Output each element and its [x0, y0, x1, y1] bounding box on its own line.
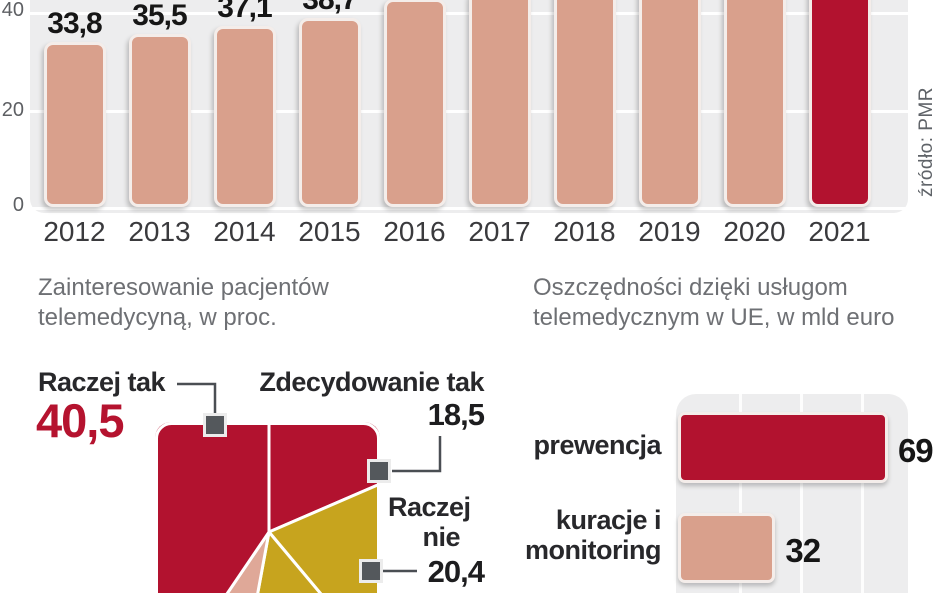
x-axis-label-2018: 2018 [553, 216, 616, 247]
bar-2018 [553, 0, 616, 207]
pie-border [155, 422, 380, 593]
right-section-title-line1: Oszczędności dzięki usługom [533, 274, 848, 301]
pie-value-raczej-tak: 40,5 [36, 394, 124, 447]
top-chart-y-axis: 0 20 40 [0, 0, 30, 230]
bar-2021 [808, 0, 871, 207]
right-chart-gridline-60 [860, 394, 864, 593]
bar-value-label-2015: 38,7 [287, 0, 372, 17]
y-tick-label-20: 20 [1, 99, 24, 121]
callout-line-zdecydowanie-tak [392, 436, 442, 473]
x-axis-label-2019: 2019 [638, 216, 701, 247]
left-section-title-line1: Zainteresowanie pacjentów [38, 274, 329, 301]
x-axis-label-2021: 2021 [808, 216, 871, 247]
bar-2017 [468, 0, 531, 207]
right-chart-gridline-20 [738, 394, 742, 593]
x-axis-label-2013: 2013 [128, 216, 191, 247]
square-pie-chart [155, 382, 442, 593]
pie-label-zdecydowanie-tak: Zdecydowanie tak [259, 367, 484, 397]
pie-slices [155, 422, 380, 593]
left-section-title-line2: telemedycyną, w proc. [38, 304, 277, 331]
callout-marker-raczej-nie [359, 559, 383, 583]
hbar-kuracje [678, 513, 776, 583]
x-axis-label-2012: 2012 [43, 216, 106, 247]
callout-marker-raczej-tak [203, 413, 227, 437]
x-axis-label-2017: 2017 [468, 216, 531, 247]
hbar-prewencja [678, 412, 888, 483]
bar-value-label-2014: 37,1 [217, 0, 272, 25]
y-tick-label-0: 0 [12, 194, 24, 216]
bar-value-label-2012: 33,8 [47, 7, 102, 41]
pie-value-raczej-nie: 20,4 [427, 554, 485, 589]
x-axis-label-2020: 2020 [723, 216, 786, 247]
pie-label-raczej-nie: Raczej nie [388, 492, 471, 552]
x-axis-label-2016: 2016 [383, 216, 446, 247]
bar-2014 [213, 26, 276, 207]
pie-slice-raczej-nie [267, 482, 380, 593]
right-chart-gridline-40 [799, 394, 803, 593]
x-axis-label-2014: 2014 [213, 216, 276, 247]
bar-2012 [43, 42, 106, 207]
x-axis-label-2015: 2015 [298, 216, 361, 247]
pie-label-raczej-tak: Raczej tak [38, 367, 166, 397]
hbar-category-kuracje: kuracje i monitoring [525, 505, 661, 565]
right-section-title-line2: telemedycznym w UE, w mld euro [533, 304, 895, 331]
bar-2020 [723, 0, 786, 207]
pie-slice-raczej-tak [155, 422, 271, 593]
hbar-value-prewencja: 69 [897, 431, 934, 469]
y-tick-label-40: 40 [1, 0, 24, 21]
bar-2015 [298, 18, 361, 207]
bar-value-label-2013: 35,5 [132, 0, 187, 32]
callout-marker-zdecydowanie-tak [367, 459, 391, 483]
pie-value-zdecydowanie-tak: 18,5 [427, 397, 485, 432]
left-section-title: Zainteresowanie pacjentów telemedycyną, … [38, 273, 458, 333]
right-section-title: Oszczędności dzięki usługom telemedyczny… [533, 273, 943, 333]
hbar-value-kuracje: 32 [785, 532, 821, 569]
bar-2019 [638, 0, 701, 207]
hbar-category-prewencja: prewencja [533, 430, 661, 460]
bar-2016 [383, 0, 446, 207]
bar-2013 [128, 33, 191, 207]
callout-line-raczej-tak [177, 382, 217, 414]
